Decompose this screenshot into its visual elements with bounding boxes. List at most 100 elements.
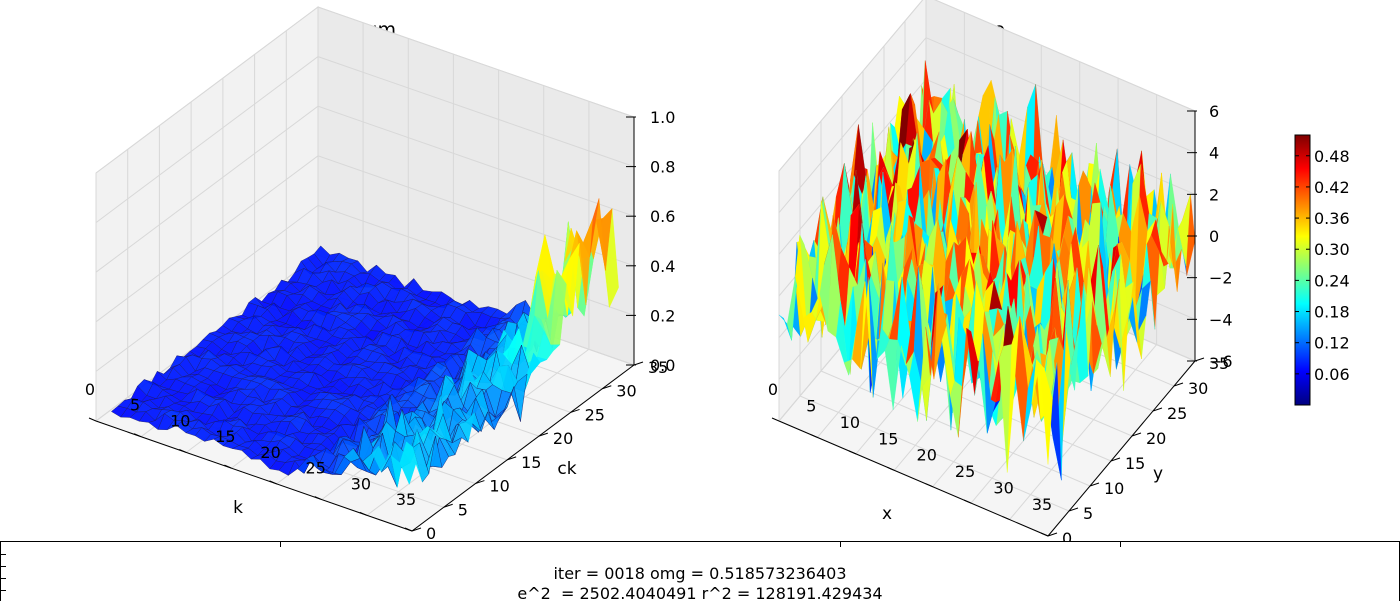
colorbar-tick-label: 0.30 [1314,240,1350,259]
spectrum-plot: Spectrum 05101520253035051015202530350.0… [85,6,675,541]
y-tick [411,527,422,532]
x-tick-label: 25 [306,459,326,478]
x-tick [359,511,368,516]
spectrum-xlabel: k [233,498,243,518]
x-tick [269,480,277,485]
grid-line [95,204,635,372]
panel-tick [1,578,6,579]
x-tick-label: 0 [85,380,95,399]
z-tick-label: −6 [1209,352,1233,371]
grid-line [778,0,1196,172]
y-tick [1131,432,1142,437]
y-tick [1152,407,1163,412]
y-tick [1089,482,1100,487]
y-tick-label: 20 [1146,429,1166,448]
grid-line [778,37,1196,214]
status-error-line: e^2 = 2502.4040491 r^2 = 128191.429434 [517,584,883,603]
y-tick-label: 5 [1083,504,1093,523]
y-tick [506,456,517,461]
colorbar-tick-label: 0.18 [1314,303,1350,322]
x-tick [1002,516,1010,521]
y-tick [570,408,580,413]
colorbar-tick-label: 0.12 [1314,334,1350,353]
x-tick-label: 30 [993,479,1013,498]
wave-ylabel: y [1153,464,1163,484]
colorbar-tick-label: 0.24 [1314,271,1350,290]
y-tick-label: 5 [458,500,468,519]
x-tick [133,433,142,438]
panel-tick [1,554,6,555]
z-tick-label: 0.0 [650,356,675,375]
grid-line [95,56,635,224]
x-tick [848,450,857,455]
colorbar-tick-label: 0.36 [1314,209,1350,228]
z-tick-label: 6 [1209,102,1219,121]
y-tick [1110,457,1121,462]
z-tick-label: 2 [1209,185,1219,204]
spectrum-y-axis-line [411,364,635,532]
z-tick-label: 0 [1209,227,1219,246]
y-tick-label: 0 [1062,529,1072,541]
z-tick-label: 0.2 [650,306,675,325]
y-tick-label: 30 [616,382,636,401]
x-tick-label: 0 [768,380,778,399]
panel-tick [840,542,841,547]
x-tick [179,448,187,453]
panel-tick [1,566,6,567]
wave-plot: Wave 0510152025303505101520253035−6−4−20… [768,0,1233,541]
z-tick-label: 0.8 [650,158,675,177]
colorbar: 0.06 0.12 0.18 0.24 0.30 0.36 0.42 0.48 [1294,134,1350,406]
y-tick-label: 35 [1209,354,1229,373]
y-tick [443,503,453,508]
y-tick [602,385,612,390]
x-tick-label: 35 [396,490,416,509]
y-tick-label: 35 [648,358,668,377]
y-tick [538,432,549,437]
y-tick [475,480,485,485]
y-tick [1173,382,1184,387]
z-tick-label: 0.4 [650,257,675,276]
y-tick [1047,532,1058,537]
spectrum-x-axis-line [95,420,413,532]
x-tick-label: 15 [215,427,235,446]
wave-xlabel: x [882,504,892,524]
x-tick-label: 25 [955,462,975,481]
spectrum-surface [111,198,619,488]
x-tick [404,527,413,532]
x-tick [224,464,232,469]
panel-tick [1120,542,1121,547]
x-tick-label: 20 [260,443,280,462]
x-tick-label: 10 [840,413,860,432]
z-tick-label: −2 [1209,269,1233,288]
wave-y-axis-line [1047,360,1196,537]
x-tick-label: 30 [351,474,371,493]
x-tick-label: 5 [130,396,140,415]
x-tick [810,433,818,438]
y-tick-label: 10 [1104,479,1124,498]
x-tick [88,417,97,422]
z-tick-label: 1.0 [650,108,675,127]
y-tick-label: 30 [1188,379,1208,398]
colorbar-tick-label: 0.06 [1314,365,1350,384]
colorbar-gradient [1294,134,1311,406]
y-tick-label: 15 [1125,454,1145,473]
y-tick [1068,507,1079,512]
colorbar-tick-label: 0.42 [1314,178,1350,197]
z-tick-label: 4 [1209,144,1219,163]
x-tick-label: 15 [878,429,898,448]
x-tick [963,499,972,504]
z-tick-label: −4 [1209,310,1233,329]
x-tick-label: 35 [1032,495,1052,514]
spectrum-ylabel: ck [557,459,576,479]
x-tick [1040,532,1049,537]
x-tick-label: 10 [170,411,190,430]
y-tick-label: 10 [489,477,509,496]
status-panel: iter = 0018 omg = 0.518573236403 e^2 = 2… [0,541,1400,603]
surface-facet [399,441,417,485]
panel-tick [280,542,281,547]
figure-canvas: Spectrum 05101520253035051015202530350.0… [85,0,1350,541]
surface-facet [1039,363,1053,465]
grid-line [95,155,635,323]
wave-surface [778,60,1196,481]
panel-tick [1,590,6,591]
